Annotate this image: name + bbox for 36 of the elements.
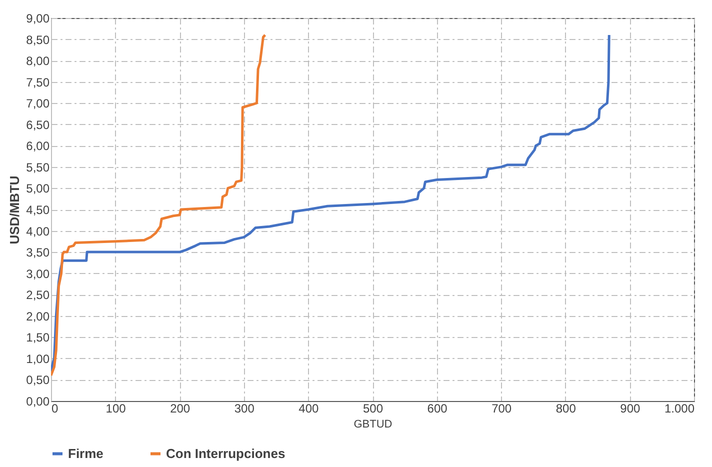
- x-tick-label: 400: [298, 402, 320, 416]
- y-tick-label: 2,00: [26, 309, 50, 324]
- y-tick-label: 5,00: [26, 182, 50, 196]
- x-tick-label: 900: [620, 402, 641, 416]
- y-tick-label: 9,00: [26, 12, 50, 26]
- y-tick-label: 8,50: [26, 32, 50, 47]
- x-tick-label: 200: [170, 402, 190, 416]
- x-tick-label: 600: [427, 402, 448, 416]
- x-tick-label: 300: [234, 402, 255, 416]
- line-series: [51, 34, 610, 372]
- x-tick-label: 100: [106, 402, 126, 416]
- y-tick-label: 1,00: [26, 352, 50, 366]
- y-tick-label: 8,00: [26, 54, 50, 68]
- y-tick-label: 3,50: [26, 246, 50, 260]
- line-series: [51, 34, 266, 377]
- y-tick-label: 5,50: [26, 160, 50, 174]
- y-tick-label: 7,00: [26, 96, 50, 111]
- y-axis-title: USD/MBTU: [7, 176, 22, 244]
- y-tick-label: 6,00: [26, 139, 50, 154]
- x-tick-label: 800: [556, 402, 576, 416]
- x-tick-label: 700: [492, 402, 512, 416]
- x-tick-label: 0: [52, 402, 58, 416]
- y-tick-label: 6,50: [26, 118, 50, 132]
- legend-label: Con Interrupciones: [166, 446, 286, 461]
- y-tick-label: 0,00: [26, 394, 50, 408]
- y-tick-label: 4,00: [26, 224, 50, 238]
- y-tick-label: 4,50: [26, 203, 50, 217]
- legend-label: Firme: [68, 446, 104, 461]
- y-tick-label: 0,50: [26, 373, 50, 388]
- x-tick-label: 1.000: [664, 402, 695, 416]
- x-axis-title: GBTUD: [354, 418, 392, 430]
- y-tick-label: 3,00: [26, 266, 50, 281]
- x-tick-label: 500: [362, 402, 384, 416]
- y-tick-label: 7,50: [26, 75, 50, 90]
- y-tick-label: 2,50: [26, 288, 50, 302]
- y-tick-label: 1,50: [26, 330, 50, 345]
